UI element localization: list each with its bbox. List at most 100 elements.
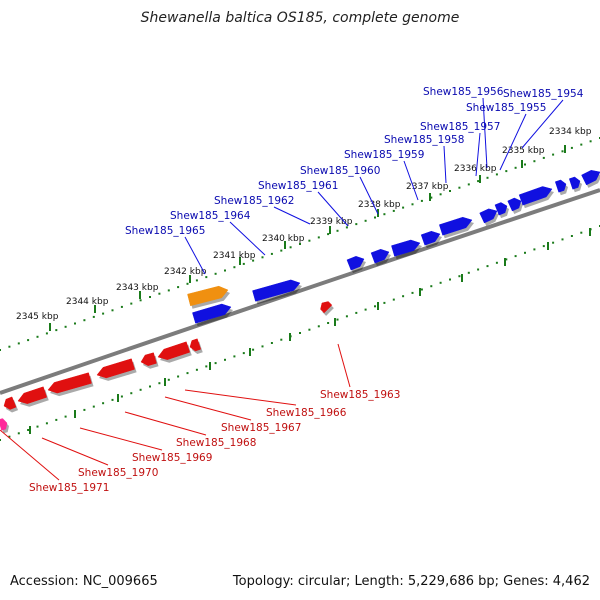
inner-tick-dot [570,235,573,237]
outer-tick-dot [570,146,573,149]
forward-gene-arrow [494,202,508,216]
inner-tick-dot [64,415,67,418]
inner-tick-dot [149,385,151,388]
outer-tick-dot [505,170,508,173]
accession-text: Accession: NC_009665 [10,574,158,589]
reverse-gene-label: Shew185_1968 [176,437,256,449]
reverse-gene-label: Shew185_1969 [132,452,212,464]
forward-gene-label: Shew185_1958 [384,134,464,146]
outer-tick-dot [439,193,442,196]
outer-tick-dot [317,236,320,239]
inner-tick-dot [0,439,1,441]
inner-tick-dot [186,372,189,375]
inner-tick-dot [308,328,311,331]
inner-tick-dot [533,248,536,251]
outer-tick-dot [224,269,226,272]
forward-gene-arrow [420,230,441,246]
inner-tick-dot [317,325,320,328]
gene-features [0,170,600,434]
inner-tick-dot [411,291,414,294]
inner-tick-dot [17,432,20,435]
reverse-gene-arrow [189,338,202,352]
inner-tick-dot [224,358,226,361]
forward-gene-label: Shew185_1959 [344,149,424,161]
outer-tick-dot [299,243,301,245]
forward-gene-label: Shew185_1960 [300,165,380,177]
reverse-gene-label: Shew185_1971 [29,482,109,494]
scale-tick-label: 2340 kbp [262,234,305,244]
inner-tick-dot [495,261,498,264]
scale-tick-label: 2336 kbp [454,164,497,174]
outer-tick-dot [74,322,76,325]
outer-tick-dot [252,259,255,262]
outer-tick-dot [533,160,536,163]
outer-tick-dot [280,249,283,252]
inner-tick-dot [402,295,405,298]
forward-gene-arrow [252,279,301,302]
inner-tick-dot [524,251,526,254]
inner-tick-dot [580,231,583,234]
inner-tick-dot [299,332,301,334]
inner-tick-dot [177,375,180,378]
inner-tick-dot [195,368,198,371]
forward-gene-label: Shew185_1961 [258,180,338,192]
outer-tick-dot [383,213,386,216]
reverse-leader-line [124,411,207,436]
outer-tick-dot [158,292,161,295]
forward-gene-arrow [438,216,473,236]
forward-gene-label: Shew185_1956 [423,86,504,98]
outer-tick-dot [64,325,67,328]
inner-tick-dot [270,342,273,344]
outer-tick-dot [27,339,30,342]
forward-gene-arrow [518,186,553,206]
outer-tick-dot [420,199,423,202]
inner-tick-dot [261,345,264,348]
forward-leader-line [317,191,349,227]
outer-tick-dot [411,203,414,206]
forward-leader-line [184,236,206,275]
scale-tick-label: 2342 kbp [164,267,207,277]
inner-tick-dot [552,241,555,244]
inner-tick-dot [83,408,86,411]
outer-tick-dot [261,256,264,259]
inner-tick-dot [467,271,470,274]
reverse-gene-arrow [17,386,48,404]
outer-tick-dot [580,143,583,146]
reverse-leader-line [184,389,297,406]
outer-tick-dot [83,319,86,322]
outer-tick-dot [327,233,330,236]
inner-tick-dot [449,278,451,281]
outer-tick-dot [36,335,39,338]
outer-tick-dot [205,276,208,279]
inner-tick-dot [111,398,114,401]
outer-tick-dot [449,190,451,192]
outer-tick-dot [402,206,405,209]
outer-tick-dot [289,246,292,249]
outer-tick-dot [0,349,1,351]
inner-tick-dot [458,275,461,278]
outer-tick-dot [561,150,564,153]
inner-tick-dot [252,348,255,351]
scale-tick-label: 2337 kbp [406,182,449,192]
reverse-leader-line [79,427,163,451]
inner-tick-dot [392,298,395,301]
forward-gene-arrow [391,239,421,257]
inner-tick-dot [120,395,123,398]
outer-tick-dot [102,312,105,315]
outer-tick-dot [467,183,470,186]
outer-tick-dot [149,296,151,298]
inner-tick-dot [420,288,423,291]
inner-tick-dot [542,245,545,248]
scale-tick-label: 2341 kbp [213,251,256,261]
outer-tick-dot [477,180,480,183]
inner-tick-dot [477,268,480,271]
inner-tick-dot [205,365,208,368]
forward-gene-label: Shew185_1962 [214,195,294,207]
reverse-gene-arrow [140,352,157,366]
reverse-leader-line [164,396,252,421]
forward-leader-line [403,160,419,201]
outer-tick-dot [514,166,517,169]
outer-tick-dot [589,140,592,143]
reverse-leader-line [0,429,60,481]
